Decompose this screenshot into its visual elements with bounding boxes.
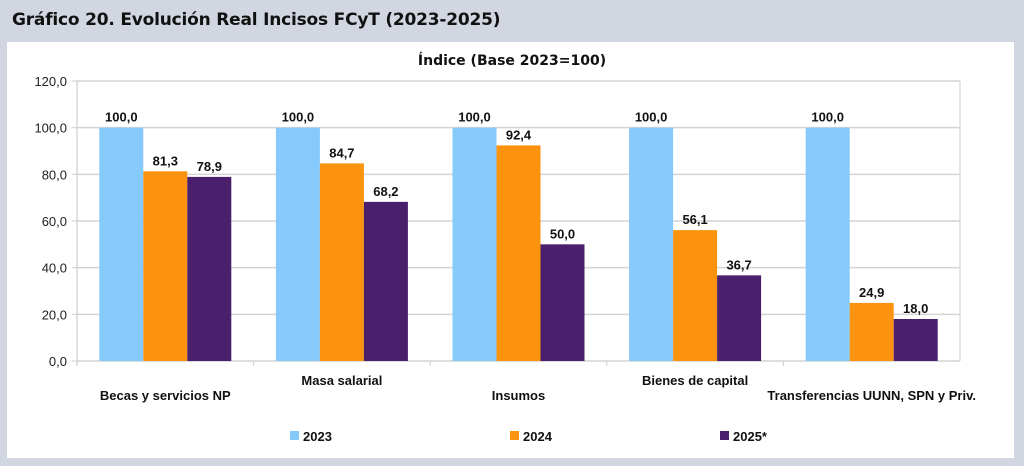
data-label: 68,2 (373, 184, 398, 199)
bar-2025-4 (717, 275, 762, 361)
category-label: Bienes de capital (642, 373, 748, 388)
data-label: 18,0 (903, 301, 928, 316)
bar-2023-5 (805, 127, 850, 362)
y-tick-label: 80,0 (42, 167, 67, 182)
bar-2025-5 (893, 319, 938, 361)
data-label: 36,7 (726, 257, 751, 272)
legend-swatch (290, 431, 299, 440)
category-label: Masa salarial (301, 373, 382, 388)
data-label: 78,9 (197, 159, 222, 174)
bar-2024-5 (849, 302, 894, 361)
category-label: Transferencias UUNN, SPN y Priv. (767, 388, 976, 403)
bars (99, 127, 938, 362)
y-tick-label: 20,0 (42, 307, 67, 322)
category-labels: Becas y servicios NP Masa salarial Insumos… (100, 373, 976, 403)
bar-2025-2 (363, 201, 408, 361)
legend-label: 2024 (523, 429, 553, 444)
data-label: 24,9 (859, 285, 884, 300)
legend-swatch (510, 431, 519, 440)
y-tick-label: 40,0 (42, 261, 67, 276)
data-label: 56,1 (682, 212, 707, 227)
data-labels: 100,0 81,3 78,9 100,0 84,7 68,2 100,0 92,4 50,0 1… (105, 110, 928, 316)
chart-title: Índice (Base 2023=100) (418, 52, 606, 69)
data-label: 100,0 (282, 110, 315, 125)
bar-2024-1 (143, 171, 188, 361)
legend: 2023 2024 2025* (290, 429, 768, 444)
y-tick-label: 0,0 (49, 354, 67, 369)
data-label: 84,7 (329, 145, 354, 160)
bar-2023-2 (275, 127, 320, 362)
y-tick-label: 100,0 (34, 121, 67, 136)
bar-2025-1 (187, 176, 232, 361)
y-axis-ticks: 0,0 20,0 40,0 60,0 80,0 100,0 120,0 (34, 74, 67, 369)
data-label: 50,0 (550, 226, 575, 241)
bar-2025-3 (540, 244, 585, 361)
category-label: Insumos (492, 388, 545, 403)
bar-2024-2 (319, 163, 364, 361)
data-label: 92,4 (506, 127, 532, 142)
figure-title: Gráfico 20. Evolución Real Incisos FCyT … (12, 10, 501, 30)
bar-2024-4 (673, 230, 718, 361)
y-tick-label: 120,0 (34, 74, 67, 89)
data-label: 100,0 (105, 110, 138, 125)
bar-2023-3 (452, 127, 497, 362)
bar-2024-3 (496, 145, 541, 361)
bar-2023-4 (629, 127, 674, 362)
legend-label: 2023 (303, 429, 332, 444)
data-label: 81,3 (153, 153, 178, 168)
data-label: 100,0 (635, 110, 668, 125)
legend-label: 2025* (733, 429, 768, 444)
category-label: Becas y servicios NP (100, 388, 231, 403)
bar-2023-1 (99, 127, 144, 362)
y-tick-label: 60,0 (42, 214, 67, 229)
data-label: 100,0 (458, 110, 491, 125)
data-label: 100,0 (811, 110, 844, 125)
legend-swatch (720, 431, 729, 440)
